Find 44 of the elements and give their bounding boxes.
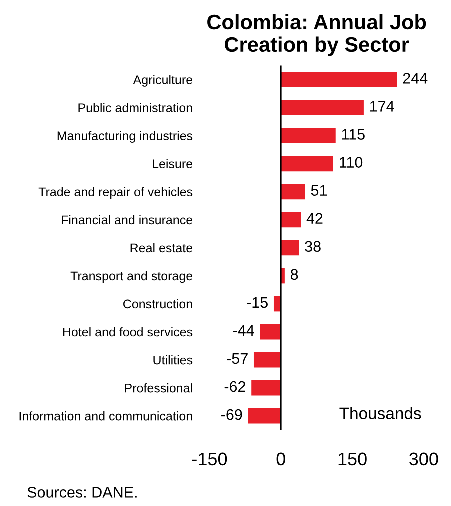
y-tick-label: Utilities: [154, 356, 193, 365]
bar: [281, 212, 302, 228]
data-label: 8: [290, 269, 298, 280]
y-tick-label: Trade and repair of vehicles: [38, 187, 193, 200]
y-tick-label: Real estate: [130, 243, 192, 253]
x-tick-label: -150: [192, 452, 228, 466]
data-label: 51: [311, 185, 328, 196]
y-tick-label: Public administration: [78, 103, 192, 112]
data-label: -57: [227, 353, 248, 364]
source-note: Sources: DANE.: [28, 487, 137, 498]
bar: [281, 72, 398, 88]
bar: [281, 240, 300, 256]
y-tick-label: Leisure: [153, 159, 192, 169]
y-tick-label: Professional: [125, 384, 192, 393]
data-label: -15: [247, 297, 268, 308]
data-label: 42: [306, 213, 323, 224]
data-label: -62: [224, 381, 246, 392]
annotation: Thousands: [340, 407, 422, 420]
bar: [254, 352, 282, 368]
bar: [281, 184, 306, 200]
bar: [260, 324, 282, 340]
data-label: -44: [233, 325, 254, 336]
y-tick-label: Information and communication: [20, 412, 192, 421]
x-tick-label: 150: [338, 452, 367, 466]
y-tick-label: Transport and storage: [70, 271, 193, 284]
data-label: 110: [340, 157, 363, 168]
bar: [252, 380, 282, 396]
y-tick-label: Hotel and food services: [63, 327, 193, 337]
data-label: 174: [370, 101, 394, 112]
bar: [281, 128, 336, 144]
data-label: 244: [403, 73, 428, 84]
x-tick-label: 300: [410, 452, 438, 466]
data-label: 38: [305, 241, 321, 252]
data-label: 115: [342, 129, 365, 140]
x-tick-label: 0: [276, 452, 286, 466]
bar: [281, 156, 334, 172]
chart-title: Colombia: Annual Job Creation by Sector: [208, 14, 426, 56]
bar: [281, 100, 364, 116]
y-tick-label: Construction: [124, 299, 192, 309]
y-tick-label: Agriculture: [133, 75, 192, 87]
data-label: -69: [222, 409, 242, 420]
bar: [248, 408, 282, 424]
y-tick-label: Manufacturing industries: [58, 131, 193, 143]
y-tick-label: Financial and insurance: [62, 215, 192, 225]
